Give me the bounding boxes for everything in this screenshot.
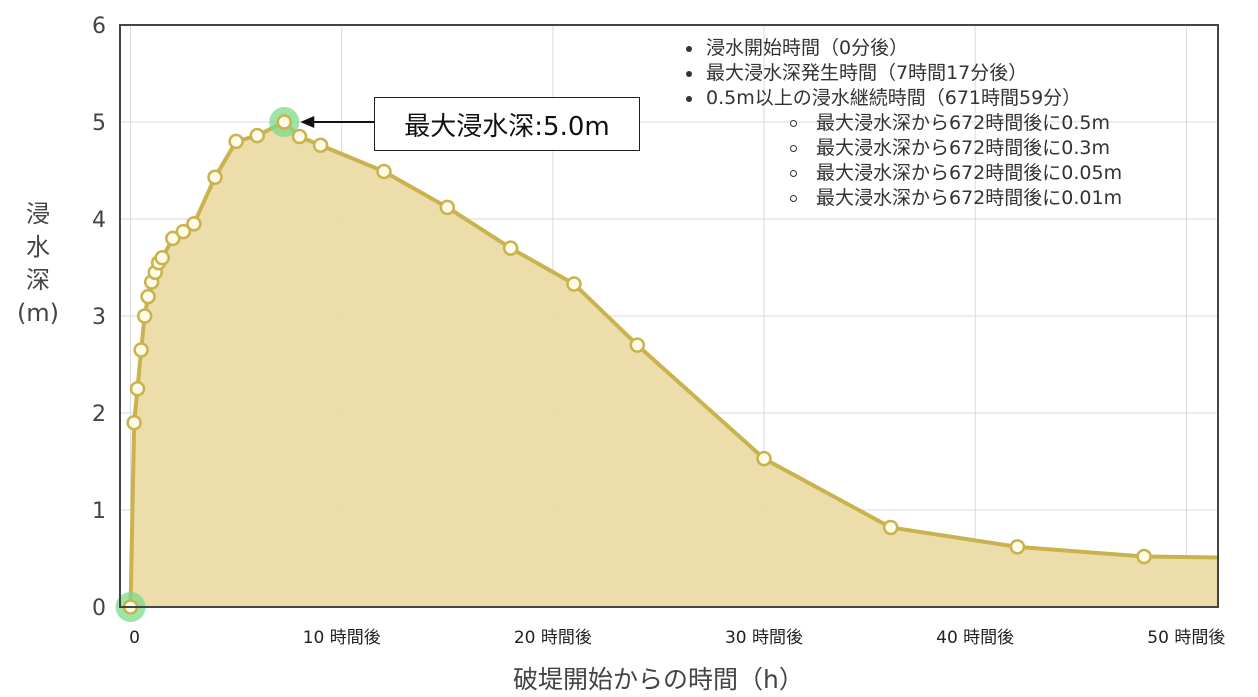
data-point-16 xyxy=(276,114,293,130)
data-point-11 xyxy=(175,223,192,240)
x-tick-label-20: 20 時間後 xyxy=(514,628,592,648)
data-point-22 xyxy=(566,276,582,292)
y-tick-label-1: 1 xyxy=(92,499,106,524)
legend-item-max-depth-time: 最大浸水深発生時間（7時間17分後） xyxy=(682,61,1242,86)
y-tick-label-0: 0 xyxy=(92,596,106,621)
y-axis-label: 浸水深 (m) xyxy=(17,200,59,327)
legend-item-start-time: 浸水開始時間（0分後） xyxy=(682,36,1242,61)
data-point-4 xyxy=(136,308,153,324)
data-point-26 xyxy=(1009,539,1026,555)
data-point-21 xyxy=(502,240,519,256)
data-point-23 xyxy=(629,337,646,353)
data-point-2 xyxy=(129,381,146,397)
y-tick-label-5: 5 xyxy=(92,111,106,136)
data-point-18 xyxy=(312,137,329,154)
legend-subitem-0-3m: 最大浸水深から672時間後に0.3m xyxy=(682,136,1242,161)
data-point-13 xyxy=(207,169,223,186)
y-tick-label-2: 2 xyxy=(92,402,106,427)
legend-subitem-0-5m: 最大浸水深から672時間後に0.5m xyxy=(682,111,1242,136)
data-point-24 xyxy=(756,450,772,467)
legend-subitem-0-01m: 最大浸水深から672時間後に0.01m xyxy=(682,186,1242,211)
legend-subitem-0-05m: 最大浸水深から672時間後に0.05m xyxy=(682,161,1242,186)
data-point-25 xyxy=(882,519,899,536)
y-tick-label-3: 3 xyxy=(92,305,106,330)
x-tick-label-10: 10 時間後 xyxy=(303,628,381,648)
data-point-1 xyxy=(126,414,142,431)
y-axis-label-part-3: (m) xyxy=(17,299,59,327)
legend-item-duration: 0.5m以上の浸水継続時間（671時間59分） xyxy=(682,86,1242,111)
data-point-3 xyxy=(133,342,149,358)
y-tick-label-4: 4 xyxy=(92,208,106,233)
data-point-20 xyxy=(439,199,456,216)
data-point-12 xyxy=(186,216,202,232)
x-tick-label-40: 40 時間後 xyxy=(936,628,1014,648)
plot-frame xyxy=(119,24,1219,608)
data-point-15 xyxy=(249,127,265,144)
data-point-17 xyxy=(291,128,308,145)
data-point-19 xyxy=(376,163,392,180)
chart-legend: 浸水開始時間（0分後） 最大浸水深発生時間（7時間17分後） 0.5m以上の浸水… xyxy=(682,36,1242,211)
y-axis-label-part-1: 水 xyxy=(26,233,50,261)
data-point-9 xyxy=(154,250,170,266)
x-tick-label-50: 50 時間後 xyxy=(1147,628,1225,648)
x-tick-label-30: 30 時間後 xyxy=(725,628,803,648)
y-axis-label-part-0: 浸 xyxy=(26,200,50,228)
annotation-arrow-head xyxy=(300,116,315,128)
data-point-5 xyxy=(140,288,156,305)
data-point-10 xyxy=(165,230,181,247)
data-point-27 xyxy=(1136,548,1152,565)
y-tick-label-6: 6 xyxy=(92,14,106,39)
x-axis-label: 破堤開始からの時間（h） xyxy=(513,665,804,693)
x-tick-label-0: 0 xyxy=(129,628,140,648)
series-area xyxy=(130,122,1218,607)
data-point-14 xyxy=(228,133,244,150)
y-axis-label-part-2: 深 xyxy=(26,266,50,294)
max-depth-callout: 最大浸水深:5.0m xyxy=(374,97,640,151)
